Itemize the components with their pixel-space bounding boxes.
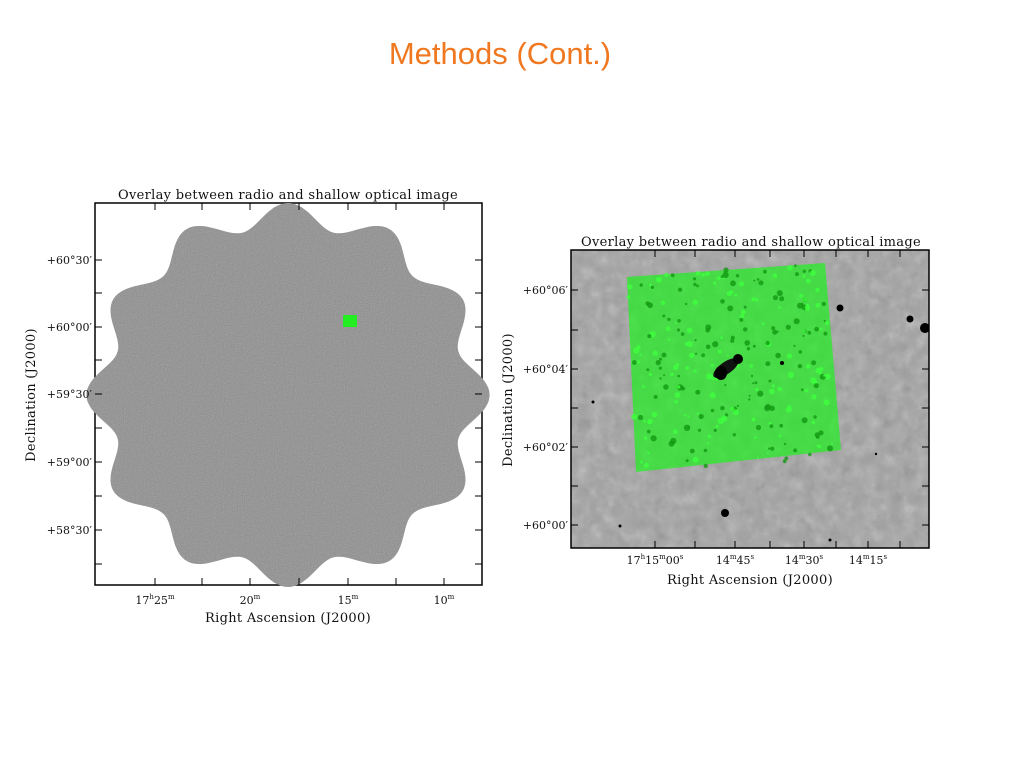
y-tick-label: +59°30′ bbox=[47, 388, 93, 401]
y-tick-label: +60°00′ bbox=[523, 519, 569, 532]
x-tick-label: 14m30s bbox=[785, 553, 824, 567]
y-tick-label: +60°00′ bbox=[47, 321, 93, 334]
x-tick-label: 17h25m bbox=[135, 593, 175, 607]
x-tick-label: 14m15s bbox=[849, 553, 888, 567]
y-tick-label: +60°30′ bbox=[47, 254, 93, 267]
axis-ticks bbox=[571, 250, 929, 548]
wide-field-overlay-plot: Overlay between radio and shallow optica… bbox=[24, 188, 490, 626]
y-tick-label: +58°30′ bbox=[47, 524, 93, 537]
x-tick-label: 10m bbox=[434, 593, 455, 607]
figure-title: Overlay between radio and shallow optica… bbox=[118, 188, 458, 203]
x-tick-label: 14m45s bbox=[716, 553, 755, 567]
y-axis-label: Declination (J2000) bbox=[24, 328, 39, 462]
y-tick-label: +60°06′ bbox=[523, 284, 569, 297]
central-galaxy bbox=[713, 354, 743, 380]
y-axis-label: Declination (J2000) bbox=[501, 333, 516, 467]
slide-title: Methods (Cont.) bbox=[388, 36, 612, 71]
y-tick-label: +59°00′ bbox=[47, 456, 93, 469]
x-axis-label: Right Ascension (J2000) bbox=[205, 611, 371, 626]
x-tick-label: 20m bbox=[240, 593, 261, 607]
optical-field-overlay bbox=[343, 315, 357, 327]
x-tick-label: 17h15m00s bbox=[627, 553, 684, 567]
figure-title: Overlay between radio and shallow optica… bbox=[581, 235, 921, 250]
radio-field-mosaic bbox=[86, 203, 490, 587]
y-tick-label: +60°02′ bbox=[523, 441, 569, 454]
axis-ticks bbox=[95, 203, 482, 585]
radio-source-markers bbox=[626, 264, 834, 469]
x-axis-label: Right Ascension (J2000) bbox=[667, 573, 833, 588]
plot-frame bbox=[570, 249, 930, 549]
optical-overlay-plot: Overlay between radio and shallow optica… bbox=[501, 235, 930, 588]
x-tick-label: 15m bbox=[338, 593, 359, 607]
y-tick-label: +60°04′ bbox=[523, 363, 569, 376]
